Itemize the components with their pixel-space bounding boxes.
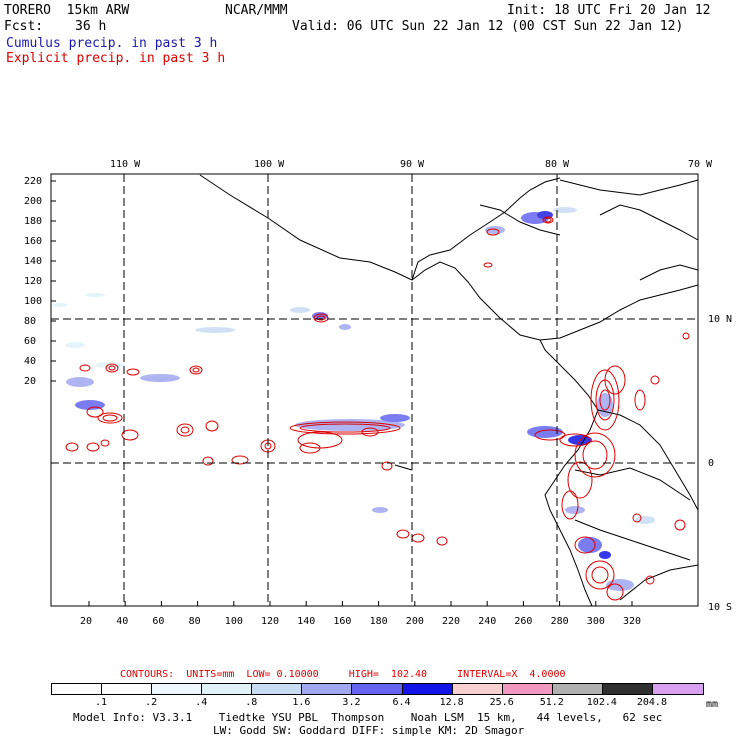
colorbar-swatch [301, 683, 353, 695]
lat-label-10n: 10 N [708, 314, 733, 325]
contour-info: CONTOURS: UNITS=mm LOW= 0.10000 HIGH= 10… [120, 669, 566, 680]
x-tick-label: 100 [224, 616, 243, 627]
model-info-line2: LW: Godd SW: Goddard DIFF: simple KM: 2D… [213, 724, 525, 737]
x-tick-label: 140 [297, 616, 316, 627]
colorbar-label: .4 [195, 697, 208, 708]
y-tick-label: 160 [24, 236, 43, 247]
colorbar-label: .1 [95, 697, 108, 708]
colorbar-swatch [51, 683, 103, 695]
colorbar-swatch [651, 683, 704, 695]
x-tick-label: 200 [405, 616, 424, 627]
org-label: NCAR/MMM [225, 3, 288, 18]
init-time: Init: 18 UTC Fri 20 Jan 12 [507, 3, 711, 18]
axis-ticks [51, 180, 633, 606]
y-tick-label: 180 [24, 216, 43, 227]
model-title: TORERO 15km ARW [4, 3, 130, 18]
lat-lon-grid [51, 174, 698, 606]
x-tick-label: 80 [188, 616, 201, 627]
colorbar-swatch [351, 683, 403, 695]
colorbar-label: 25.6 [489, 697, 514, 708]
x-tick-label: 180 [369, 616, 388, 627]
colorbar-label: 51.2 [539, 697, 564, 708]
x-tick-label: 40 [116, 616, 129, 627]
colorbar-label: 3.2 [342, 697, 361, 708]
y-tick-label: 80 [24, 316, 37, 327]
y-tick-label: 140 [24, 256, 43, 267]
y-tick-label: 100 [24, 296, 43, 307]
x-tick-label: 160 [333, 616, 352, 627]
x-tick-label: 320 [623, 616, 642, 627]
colorbar-swatch [451, 683, 503, 695]
lon-label-80w: 80 W [545, 159, 570, 170]
x-tick-label: 240 [478, 616, 497, 627]
fcst-hours: 36 h [75, 19, 107, 34]
colorbar-label: 1.6 [292, 697, 311, 708]
fcst-label: Fcst: [4, 19, 44, 34]
x-tick-label: 220 [442, 616, 461, 627]
colorbar-swatch [401, 683, 453, 695]
y-tick-label: 120 [24, 276, 43, 287]
colorbar-swatch [251, 683, 303, 695]
x-tick-label: 20 [80, 616, 93, 627]
x-tick-label: 260 [514, 616, 533, 627]
lat-label-10s: 10 S [708, 602, 733, 613]
x-tick-label: 300 [586, 616, 605, 627]
lon-label-90w: 90 W [400, 159, 425, 170]
x-tick-label: 120 [261, 616, 280, 627]
colorbar-label: .2 [145, 697, 158, 708]
colorbar-units: mm [706, 699, 719, 710]
lon-label-110w: 110 W [110, 159, 141, 170]
colorbar-label: 102.4 [586, 697, 617, 708]
valid-time: Valid: 06 UTC Sun 22 Jan 12 (00 CST Sun … [292, 19, 684, 34]
lon-label-70w: 70 W [688, 159, 713, 170]
explicit-legend-line: Explicit precip. in past 3 h [6, 51, 226, 66]
colorbar-swatch [101, 683, 153, 695]
colorbar-swatch [151, 683, 203, 695]
x-tick-label: 280 [550, 616, 569, 627]
colorbar-swatch [551, 683, 603, 695]
colorbar-swatch [201, 683, 253, 695]
x-tick-label: 60 [152, 616, 165, 627]
explicit-precip-contours [65, 216, 690, 601]
y-tick-label: 20 [24, 376, 37, 387]
coastlines [199, 174, 699, 607]
lon-label-100w: 100 W [254, 159, 285, 170]
map-frame [50, 173, 699, 607]
colorbar-label: 204.8 [636, 697, 667, 708]
model-info-line1: Model Info: V3.3.1 Tiedtke YSU PBL Thomp… [73, 711, 663, 724]
colorbar-swatch [501, 683, 553, 695]
colorbar-label: .8 [245, 697, 258, 708]
colorbar-label: 12.8 [439, 697, 464, 708]
y-tick-label: 200 [24, 196, 43, 207]
colorbar-swatch [601, 683, 653, 695]
lat-label-0: 0 [708, 458, 715, 469]
y-tick-label: 60 [24, 336, 37, 347]
y-tick-label: 220 [24, 176, 43, 187]
colorbar-label: 6.4 [392, 697, 411, 708]
y-tick-label: 40 [24, 356, 37, 367]
cumulus-legend-line: Cumulus precip. in past 3 h [6, 36, 218, 51]
